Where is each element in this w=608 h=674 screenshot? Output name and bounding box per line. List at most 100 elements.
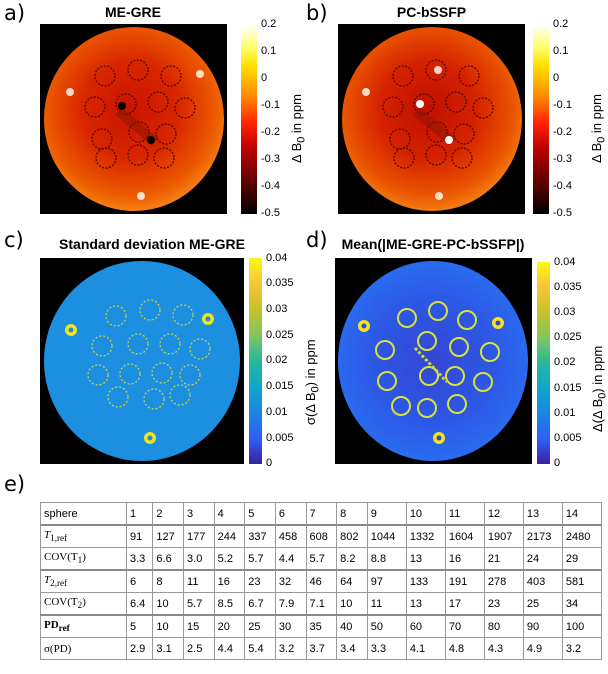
table-cell: 10	[152, 592, 185, 616]
table-header-row: sphere 1 2 3 4 5 6 7 8 9 10 11 12 13 14	[40, 502, 603, 526]
row-label-sigma-pd: σ(PD)	[40, 637, 127, 660]
table-cell: 11	[444, 502, 485, 526]
panel-title-d: Mean(|ME-GRE-PC-bSSFP|)	[341, 236, 525, 252]
table-cell: 8.5	[213, 592, 246, 616]
table-cell: 11	[366, 592, 407, 616]
table-cell: 13	[405, 592, 446, 616]
table-cell: 40	[336, 614, 368, 638]
tick-c-0: 0.04	[266, 252, 288, 264]
table-cell: 3.4	[336, 637, 368, 660]
table-cell: 15	[183, 614, 215, 638]
table-cell: 12	[483, 502, 524, 526]
table-cell: 133	[405, 569, 446, 593]
panel-letter-b: b)	[306, 1, 328, 25]
sphere-rings-d	[358, 301, 504, 444]
tick-c-6: 0.01	[266, 406, 288, 418]
table-cell: 64	[336, 569, 368, 593]
table-cell: 3.0	[183, 547, 215, 571]
b0-map-pc-bssfp	[338, 24, 525, 214]
panel-title-a: ME-GRE	[105, 4, 161, 20]
table-cell: 5.4	[244, 637, 276, 660]
table-cell: 3.3	[366, 637, 407, 660]
tick-d-3: 0.025	[554, 331, 582, 343]
table-cell: 3.2	[561, 637, 603, 660]
table-cell: 14	[561, 502, 603, 526]
table-cell: 21	[483, 547, 524, 571]
tick-b-3: -0.1	[553, 99, 572, 111]
table-cell: 8	[152, 569, 185, 593]
panel-letter-a: a)	[4, 1, 26, 25]
panel-title-c: Standard deviation ME-GRE	[59, 236, 245, 252]
table-cell: 7.9	[274, 592, 307, 616]
table-cell: 7.1	[305, 592, 338, 616]
tick-a-6: -0.4	[261, 180, 280, 192]
table-cell: 10	[152, 614, 185, 638]
tick-d-8: 0	[554, 457, 561, 469]
table-cell: 278	[483, 569, 524, 593]
tick-a-2: 0	[261, 72, 268, 84]
table-cell: 127	[152, 524, 185, 548]
table-cell: 97	[366, 569, 407, 593]
table-cell: 50	[366, 614, 407, 638]
table-row-cov-t1: COV(T1) 3.3 6.6 3.0 5.2 5.7 4.4 5.7 8.2 …	[40, 547, 603, 571]
table-cell: 403	[522, 569, 563, 593]
tick-c-8: 0	[266, 457, 273, 469]
table-cell: 17	[444, 592, 485, 616]
table-cell: 24	[522, 547, 563, 571]
panel-letter-c: c)	[4, 228, 24, 252]
table-cell: 32	[274, 569, 307, 593]
table-cell: 60	[405, 614, 446, 638]
table-cell: 10	[336, 592, 368, 616]
tick-b-1: 0.1	[553, 45, 569, 57]
colorbar-label-d: Δ(Δ B0) in ppm	[590, 345, 608, 432]
colorbar-c	[249, 258, 262, 464]
table-cell: 608	[305, 524, 338, 548]
table-cell: 90	[522, 614, 563, 638]
sphere-rings-a	[66, 59, 204, 200]
table-cell: 9	[366, 502, 407, 526]
table-cell: 20	[213, 614, 246, 638]
table-cell: 23	[244, 569, 276, 593]
table-cell: 3.7	[305, 637, 338, 660]
table-cell: 4.9	[522, 637, 563, 660]
row-label-sphere: sphere	[40, 502, 127, 526]
table-cell: 6.4	[125, 592, 154, 616]
table-cell: 3.2	[274, 637, 307, 660]
tick-b-0: 0.2	[553, 18, 569, 30]
table-cell: 1	[125, 502, 154, 526]
table-row-cov-t2: COV(T2) 6.4 10 5.7 8.5 6.7 7.9 7.1 10 11…	[40, 592, 603, 616]
phantom-parameters-table: sphere 1 2 3 4 5 6 7 8 9 10 11 12 13 14 …	[40, 502, 603, 660]
colorbar-b	[533, 24, 549, 214]
tick-c-4: 0.02	[266, 354, 288, 366]
colorbar-label-a: Δ B0 in ppm	[289, 94, 308, 163]
table-cell: 8.8	[366, 547, 407, 571]
table-cell: 5	[125, 614, 154, 638]
tick-a-4: -0.2	[261, 126, 280, 138]
table-row-pdref: PDref 5 10 15 20 25 30 35 40 50 60 70 80…	[40, 614, 603, 638]
table-cell: 30	[274, 614, 307, 638]
table-cell: 2.9	[125, 637, 154, 660]
table-cell: 13	[405, 547, 446, 571]
panel-letter-e: e)	[4, 472, 26, 496]
row-label-cov-t2: COV(T2)	[40, 592, 127, 616]
tick-a-5: -0.3	[261, 153, 280, 165]
tick-c-7: 0.005	[266, 432, 294, 444]
table-cell: 3.1	[152, 637, 185, 660]
table-cell: 3	[183, 502, 215, 526]
table-row-t1ref: T1,ref 91 127 177 244 337 458 608 802 10…	[40, 524, 603, 548]
table-cell: 2	[152, 502, 185, 526]
table-cell: 29	[561, 547, 603, 571]
table-cell: 177	[183, 524, 215, 548]
tick-c-2: 0.03	[266, 303, 288, 315]
tick-d-2: 0.03	[554, 306, 576, 318]
tick-d-1: 0.035	[554, 281, 582, 293]
table-cell: 802	[336, 524, 368, 548]
panel-title-b: PC-bSSFP	[396, 4, 467, 20]
table-cell: 11	[183, 569, 215, 593]
std-map-me-gre	[40, 258, 244, 464]
table-cell: 23	[483, 592, 524, 616]
row-label-t1ref: T1,ref	[40, 524, 127, 548]
table-cell: 5	[244, 502, 276, 526]
table-cell: 80	[483, 614, 524, 638]
tick-a-1: 0.1	[261, 45, 277, 57]
